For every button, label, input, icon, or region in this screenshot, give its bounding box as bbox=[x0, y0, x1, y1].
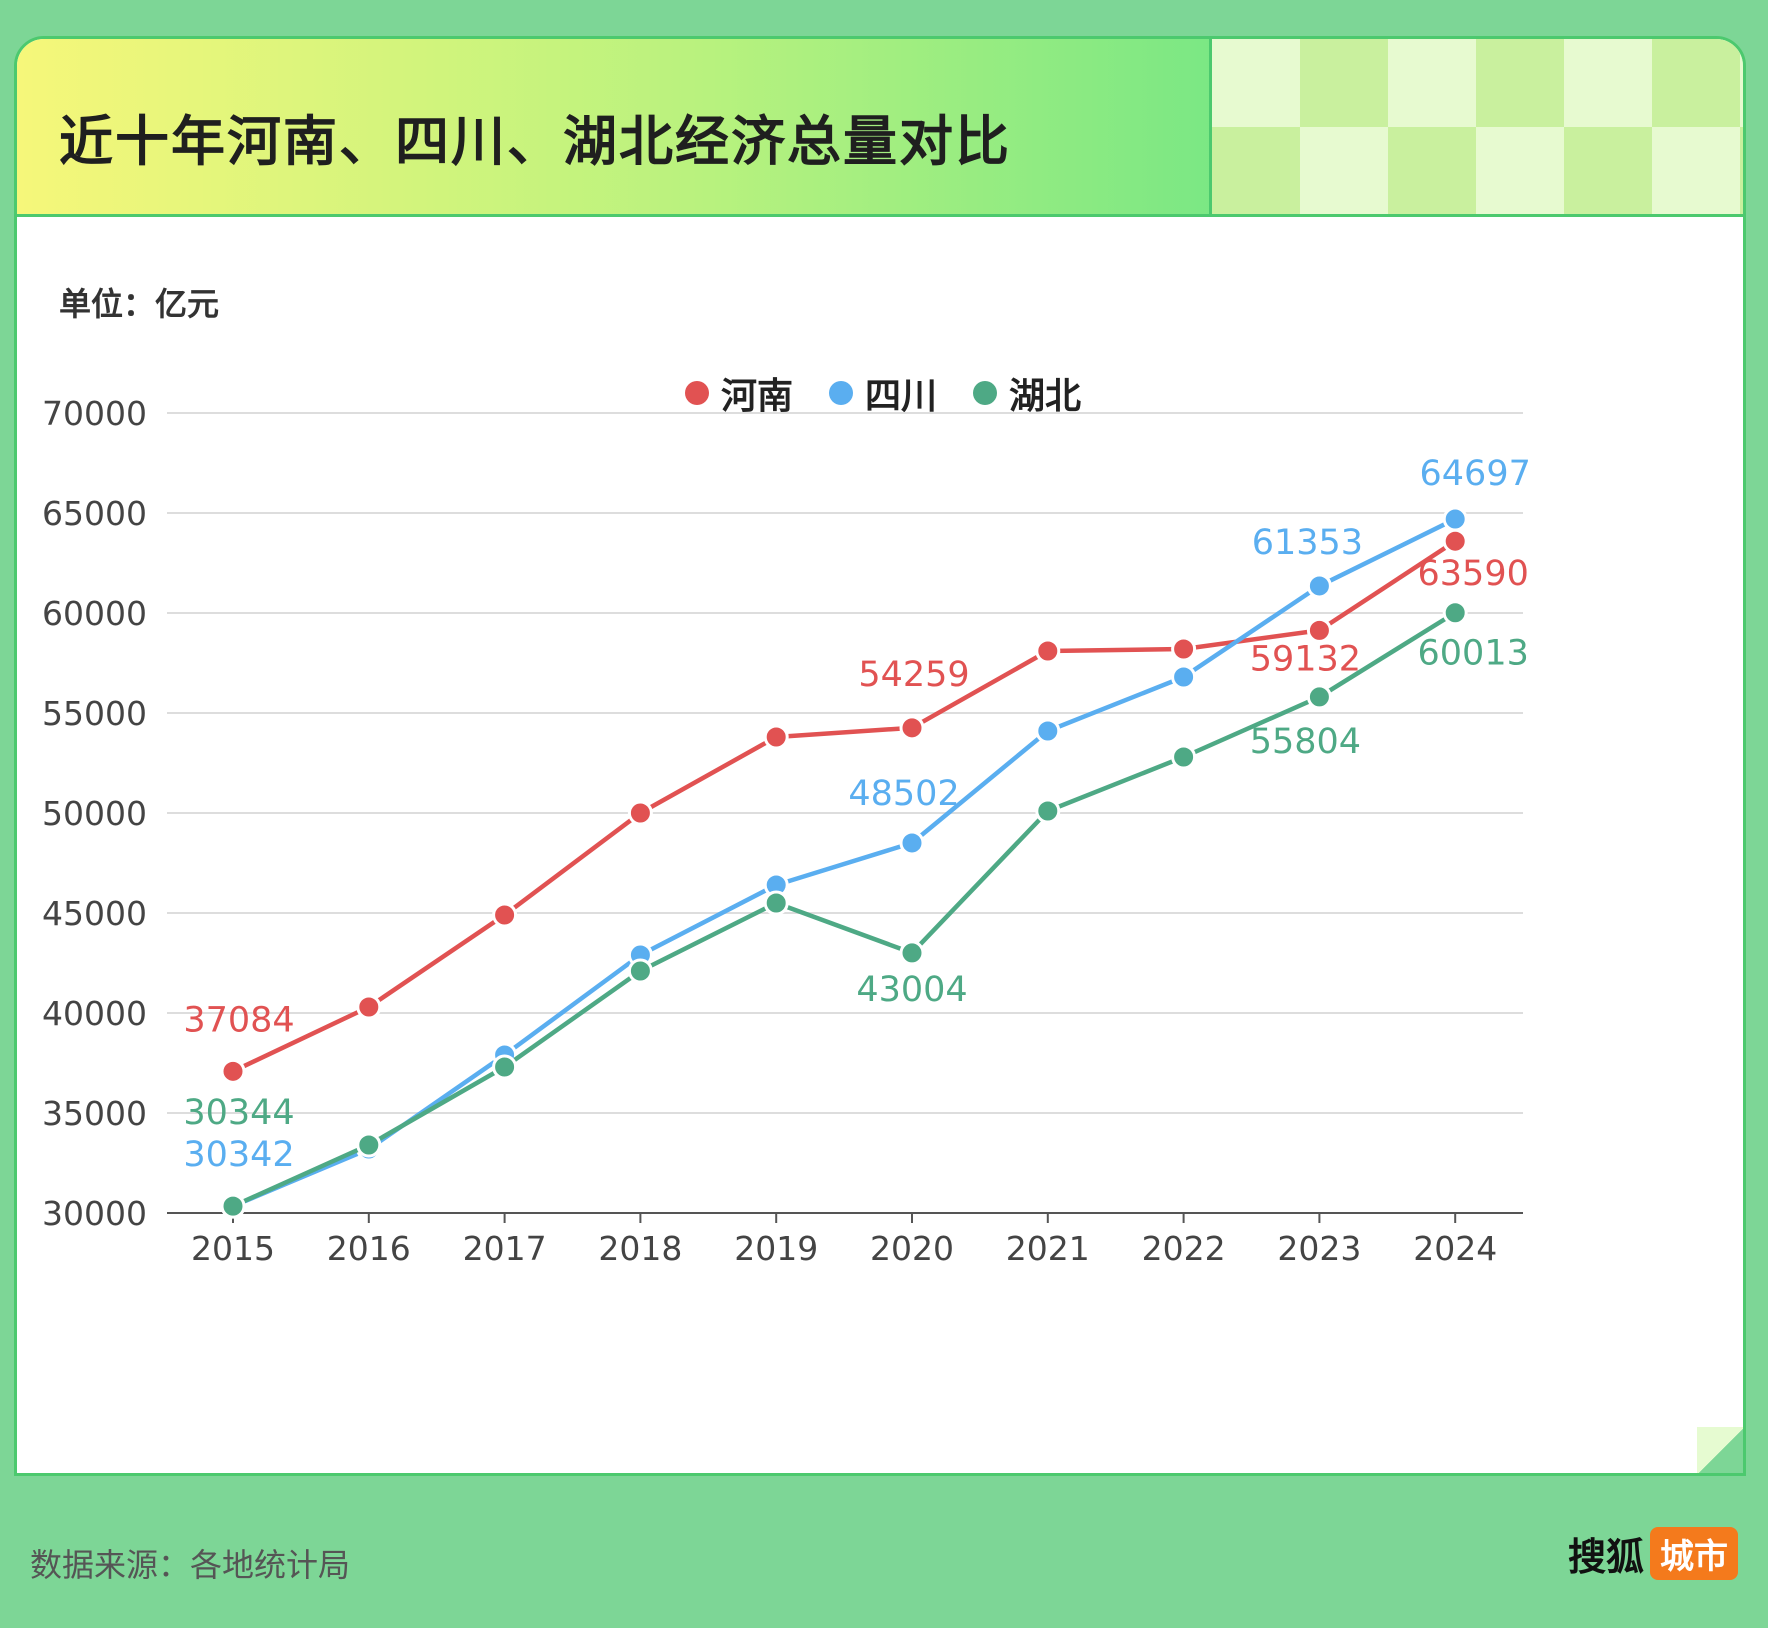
data-point-sichuan bbox=[1035, 718, 1061, 744]
legend-dot-hubei bbox=[973, 381, 997, 405]
data-label-sichuan: 61353 bbox=[1252, 523, 1363, 563]
data-label-henan: 63590 bbox=[1418, 554, 1529, 594]
legend-label-hubei: 湖北 bbox=[1009, 376, 1082, 417]
y-tick-label: 40000 bbox=[42, 994, 147, 1033]
data-point-hubei bbox=[356, 1132, 382, 1158]
data-point-henan bbox=[356, 994, 382, 1020]
legend-dot-henan bbox=[684, 381, 709, 405]
data-point-hubei bbox=[220, 1193, 246, 1219]
chart-legend: 河南 四川 湖北 bbox=[17, 367, 1743, 419]
x-tick-label: 2015 bbox=[191, 1229, 275, 1268]
legend-item-henan: 河南 bbox=[684, 367, 793, 419]
data-point-henan bbox=[1035, 638, 1061, 664]
y-tick-label: 60000 bbox=[42, 594, 147, 633]
data-label-hubei: 30344 bbox=[183, 1093, 294, 1133]
x-tick-label: 2018 bbox=[598, 1229, 682, 1268]
data-point-hubei bbox=[763, 890, 789, 916]
y-tick-label: 55000 bbox=[42, 694, 147, 733]
y-tick-label: 50000 bbox=[42, 794, 147, 833]
y-tick-label: 30000 bbox=[42, 1194, 147, 1233]
y-tick-label: 70000 bbox=[42, 394, 147, 433]
y-tick-label: 65000 bbox=[42, 494, 147, 533]
data-point-hubei bbox=[1442, 600, 1468, 626]
data-point-henan bbox=[1171, 636, 1197, 662]
data-point-henan bbox=[627, 800, 653, 826]
data-point-henan bbox=[899, 715, 925, 741]
legend-item-hubei: 湖北 bbox=[973, 367, 1081, 419]
data-label-henan: 59132 bbox=[1250, 639, 1361, 679]
x-tick-label: 2021 bbox=[1006, 1229, 1090, 1268]
data-label-hubei: 55804 bbox=[1250, 722, 1361, 762]
page-fold-corner bbox=[1697, 1427, 1743, 1473]
legend-label-sichuan: 四川 bbox=[864, 376, 937, 417]
chart-title: 近十年河南、四川、湖北经济总量对比 bbox=[59, 110, 1011, 173]
data-point-henan bbox=[763, 724, 789, 750]
x-tick-label: 2019 bbox=[734, 1229, 818, 1268]
data-point-henan bbox=[1306, 617, 1332, 643]
data-point-hubei bbox=[492, 1054, 518, 1080]
x-tick-label: 2017 bbox=[463, 1229, 547, 1268]
data-label-sichuan: 30342 bbox=[183, 1135, 294, 1175]
data-point-sichuan bbox=[1442, 506, 1468, 532]
x-tick-label: 2020 bbox=[870, 1229, 954, 1268]
data-label-henan: 37084 bbox=[183, 1000, 294, 1040]
series-line-hubei bbox=[230, 610, 1458, 1209]
data-point-sichuan bbox=[899, 830, 925, 856]
y-tick-label: 45000 bbox=[42, 894, 147, 933]
legend-label-henan: 河南 bbox=[720, 376, 793, 417]
data-point-sichuan bbox=[1306, 573, 1332, 599]
checker-pattern bbox=[1209, 39, 1743, 214]
series-line-henan bbox=[230, 538, 1458, 1074]
data-point-sichuan bbox=[1171, 664, 1197, 690]
x-tick-label: 2022 bbox=[1142, 1229, 1226, 1268]
logo-main-text: 搜狐 bbox=[1567, 1535, 1644, 1579]
data-point-henan bbox=[220, 1058, 246, 1084]
data-point-hubei bbox=[899, 940, 925, 966]
data-point-hubei bbox=[1306, 684, 1332, 710]
data-label-sichuan: 64697 bbox=[1420, 454, 1531, 494]
data-label-sichuan: 48502 bbox=[848, 774, 959, 814]
data-label-henan: 54259 bbox=[858, 655, 969, 695]
data-point-hubei bbox=[1035, 798, 1061, 824]
header-banner: 近十年河南、四川、湖北经济总量对比 bbox=[17, 39, 1743, 217]
data-point-henan bbox=[492, 902, 518, 928]
logo-tag-text: 城市 bbox=[1650, 1527, 1738, 1580]
series-line-sichuan bbox=[230, 516, 1458, 1209]
data-label-hubei: 60013 bbox=[1418, 634, 1529, 674]
unit-label: 单位：亿元 bbox=[59, 285, 220, 323]
sohu-city-logo: 搜狐 城市 bbox=[1568, 1526, 1738, 1581]
y-tick-label: 35000 bbox=[42, 1094, 147, 1133]
x-tick-label: 2016 bbox=[327, 1229, 411, 1268]
x-tick-label: 2024 bbox=[1413, 1229, 1497, 1268]
data-source: 数据来源：各地统计局 bbox=[30, 1546, 351, 1584]
data-point-henan bbox=[1442, 528, 1468, 554]
legend-item-sichuan: 四川 bbox=[828, 367, 937, 419]
chart-card: 近十年河南、四川、湖北经济总量对比 单位：亿元 河南 四川 湖北 30000 35… bbox=[14, 36, 1746, 1476]
x-tick-label: 2023 bbox=[1277, 1229, 1361, 1268]
legend-dot-sichuan bbox=[828, 381, 853, 405]
data-point-hubei bbox=[1171, 744, 1197, 770]
line-chart: 30000 35000 40000 45000 50000 55000 60000 65000… bbox=[42, 394, 1531, 1268]
data-label-hubei: 43004 bbox=[856, 970, 967, 1010]
data-point-hubei bbox=[627, 958, 653, 984]
